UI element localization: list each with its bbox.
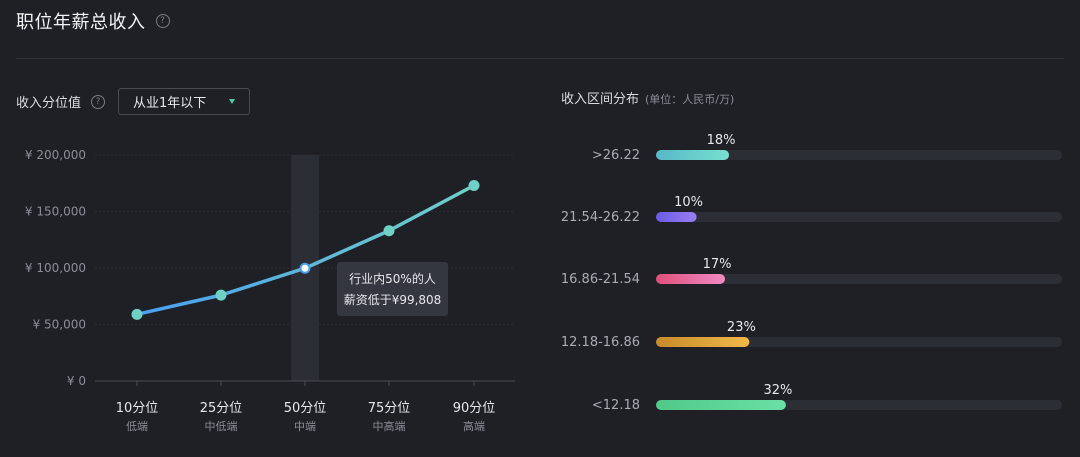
x-sub-label: 高端 (463, 419, 485, 433)
bar[interactable] (656, 150, 730, 160)
help-icon[interactable]: ? (155, 14, 170, 28)
data-point[interactable] (215, 289, 227, 301)
data-point[interactable] (468, 180, 480, 192)
bar-category-label: 21.54-26.22 (561, 210, 640, 225)
experience-dropdown[interactable]: 从业1年以下 (118, 88, 250, 115)
bar-category-label: 16.86-21.54 (561, 272, 640, 287)
x-sub-label: 低端 (126, 420, 148, 433)
percentile-help-icon[interactable]: ? (91, 94, 106, 109)
bar-track (656, 212, 1062, 222)
percentile-label: 收入分位值 (16, 96, 82, 111)
header: 职位年薪总收入 ? (16, 6, 170, 36)
distribution-bar-chart: >26.22 18% 21.54-26.22 10% 16.86-21.54 17% 12.… (561, 133, 1062, 413)
bar-category-label: <12.18 (592, 398, 640, 413)
data-point[interactable] (383, 225, 395, 237)
x-tick-label: 90分位 (453, 401, 496, 416)
tooltip-box (337, 262, 448, 316)
bar[interactable] (656, 337, 750, 347)
divider (16, 58, 1064, 59)
distribution-title-group: 收入区间分布 (单位：人民币/万) (561, 88, 734, 107)
distribution-unit: (单位：人民币/万) (645, 93, 735, 106)
x-tick-label: 25分位 (200, 401, 243, 416)
y-tick-label: ¥ 200,000 (25, 148, 86, 162)
bar-track (656, 337, 1062, 347)
x-sub-label: 中低端 (205, 420, 238, 433)
x-tick-label: 75分位 (368, 401, 411, 416)
bar-category-label: >26.22 (592, 148, 640, 163)
y-tick-label: ¥ 0 (67, 374, 86, 388)
bar-value-label: 32% (763, 383, 792, 398)
distribution-title: 收入区间分布 (561, 92, 640, 107)
percentile-label-group: 收入分位值 ? (16, 92, 106, 111)
y-tick-label: ¥ 150,000 (25, 205, 86, 219)
x-sub-label: 中高端 (373, 419, 406, 433)
data-point-highlight[interactable] (299, 262, 311, 274)
x-sub-label: 中端 (294, 420, 316, 433)
bar-value-label: 17% (703, 257, 732, 272)
bar-track (656, 274, 1062, 284)
x-tick-label: 10分位 (116, 401, 159, 416)
bar[interactable] (656, 274, 726, 284)
percentile-line-chart: ¥ 0 ¥ 50,000 ¥ 100,000 ¥ 150,000 ¥ 200,000 10… (25, 148, 515, 433)
page-title: 职位年薪总收入 (16, 12, 146, 33)
chevron-down-icon (229, 99, 235, 104)
bar-value-label: 10% (674, 195, 703, 210)
bar-category-label: 12.18-16.86 (561, 335, 640, 350)
bar-track (656, 150, 1062, 160)
tooltip-line-1: 行业内50%的人 (349, 271, 436, 286)
y-tick-label: ¥ 100,000 (25, 261, 86, 275)
y-tick-label: ¥ 50,000 (33, 318, 86, 332)
tooltip-line-2: 薪资低于¥99,808 (344, 293, 442, 307)
bar-value-label: 18% (707, 133, 736, 148)
experience-dropdown-value: 从业1年以下 (133, 96, 207, 111)
bar-value-label: 23% (727, 320, 756, 335)
data-point[interactable] (131, 308, 143, 320)
bar[interactable] (656, 400, 786, 410)
x-tick-label: 50分位 (284, 401, 327, 416)
bar[interactable] (656, 212, 697, 222)
